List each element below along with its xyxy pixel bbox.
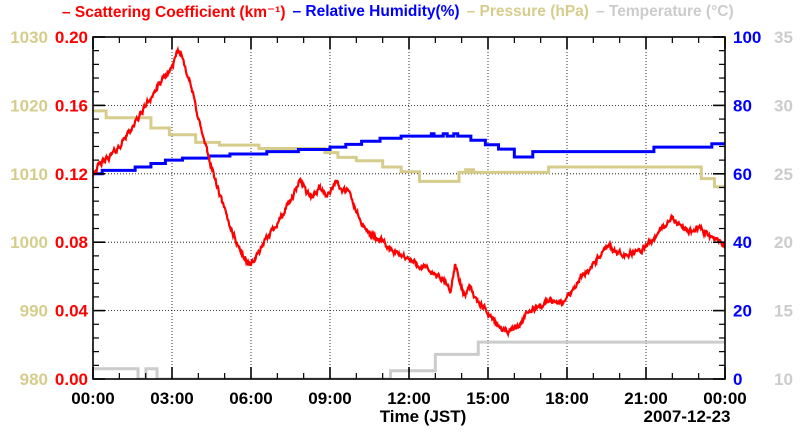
x-axis-labels: 00:00 03:00 06:00 09:00 12:00 15:00 18:00 21:00… (71, 389, 746, 408)
legend-item-humidity: – Relative Humidity(%) (292, 3, 460, 20)
y-tick-label: 25 (774, 165, 793, 184)
x-tick-label: 00:00 (71, 389, 114, 408)
temperature-series-line (93, 340, 725, 379)
y-tick-label: 0.04 (55, 302, 89, 321)
y-tick-label: 0.16 (55, 96, 88, 115)
humidity-series-line (93, 132, 725, 176)
y-tick-label: 0.00 (55, 370, 88, 389)
x-tick-label: 09:00 (308, 389, 351, 408)
y-tick-label: 1020 (10, 96, 48, 115)
x-tick-label: 12:00 (387, 389, 430, 408)
x-tick-label: 06:00 (229, 389, 272, 408)
y-tick-label: 0.20 (55, 28, 88, 47)
legend-item-scattering: – Scattering Coefficient (km⁻¹) (62, 4, 286, 21)
y-tick-label: 30 (774, 96, 793, 115)
y-tick-label: 35 (774, 28, 793, 47)
pressure-series-line (93, 109, 725, 189)
date-label: 2007-12-23 (643, 407, 731, 426)
x-axis-title: Time (JST) (379, 407, 467, 426)
y-tick-label: 40 (733, 233, 752, 252)
y-tick-label: 1010 (10, 165, 48, 184)
y-tick-label: 0 (733, 370, 742, 389)
scattering-series-line (93, 45, 725, 339)
temperature-axis-labels: 10 15 20 25 30 35 (774, 28, 793, 389)
y-tick-label: 10 (774, 370, 793, 389)
y-tick-label: 1000 (10, 233, 48, 252)
y-tick-label: 20 (774, 233, 793, 252)
legend-item-pressure: – Pressure (hPa) (466, 3, 589, 20)
gridlines (93, 37, 725, 379)
x-tick-label: 18:00 (545, 389, 588, 408)
y-tick-label: 20 (733, 302, 752, 321)
y-tick-label: 80 (733, 96, 752, 115)
x-tick-label: 21:00 (624, 389, 667, 408)
y-tick-label: 0.08 (55, 233, 88, 252)
series-group (93, 45, 725, 379)
pressure-axis-labels: 980 990 1000 1010 1020 1030 (10, 28, 48, 389)
y-tick-label: 1030 (10, 28, 48, 47)
y-tick-label: 15 (774, 302, 793, 321)
y-tick-label: 0.12 (55, 165, 88, 184)
axis-ticks (92, 36, 726, 380)
chart-legend: – Scattering Coefficient (km⁻¹) – Relativ… (62, 3, 798, 22)
humidity-axis-labels: 0 20 40 60 80 100 (733, 28, 761, 389)
legend-item-temperature: – Temperature (°C) (595, 3, 734, 20)
x-tick-label: 00:00 (703, 389, 746, 408)
y-tick-label: 100 (733, 28, 761, 47)
x-tick-label: 03:00 (150, 389, 193, 408)
y-tick-label: 990 (20, 302, 48, 321)
y-tick-label: 980 (20, 370, 48, 389)
y-tick-label: 60 (733, 165, 752, 184)
scattering-axis-labels: 0.00 0.04 0.08 0.12 0.16 0.20 (55, 28, 89, 389)
x-tick-label: 15:00 (466, 389, 509, 408)
